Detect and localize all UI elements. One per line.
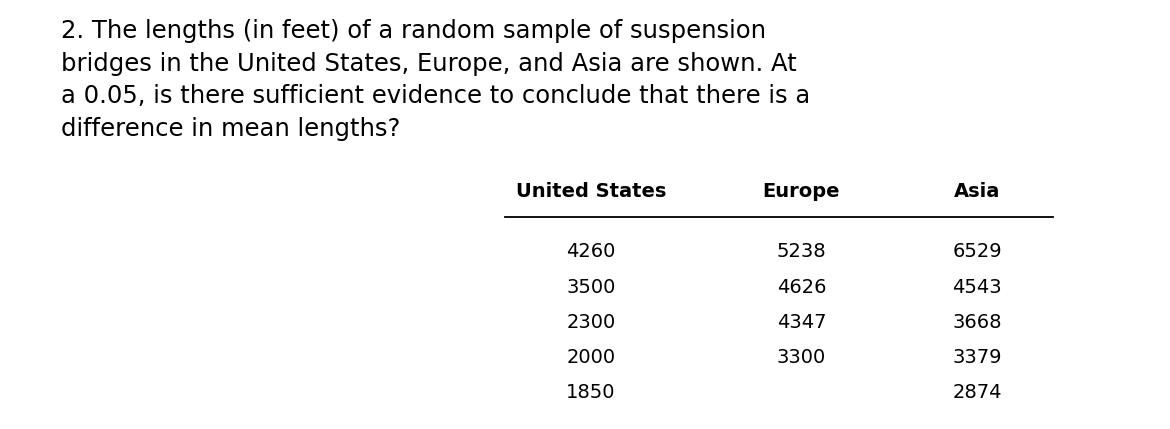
Text: 3668: 3668 — [952, 313, 1002, 332]
Text: 4260: 4260 — [566, 242, 615, 261]
Text: Europe: Europe — [763, 182, 840, 201]
Text: 4543: 4543 — [952, 278, 1002, 296]
Text: 2874: 2874 — [952, 383, 1002, 402]
Text: 4347: 4347 — [777, 313, 826, 332]
Text: 5238: 5238 — [777, 242, 826, 261]
Text: 3379: 3379 — [952, 348, 1002, 367]
Text: 4626: 4626 — [777, 278, 826, 296]
Text: 2300: 2300 — [566, 313, 615, 332]
Text: United States: United States — [516, 182, 666, 201]
Text: 3500: 3500 — [566, 278, 615, 296]
Text: 3300: 3300 — [777, 348, 826, 367]
Text: 2. The lengths (in feet) of a random sample of suspension
bridges in the United : 2. The lengths (in feet) of a random sam… — [61, 19, 810, 141]
Text: 2000: 2000 — [566, 348, 615, 367]
Text: 1850: 1850 — [566, 383, 615, 402]
Text: 6529: 6529 — [952, 242, 1002, 261]
Text: Asia: Asia — [954, 182, 1000, 201]
